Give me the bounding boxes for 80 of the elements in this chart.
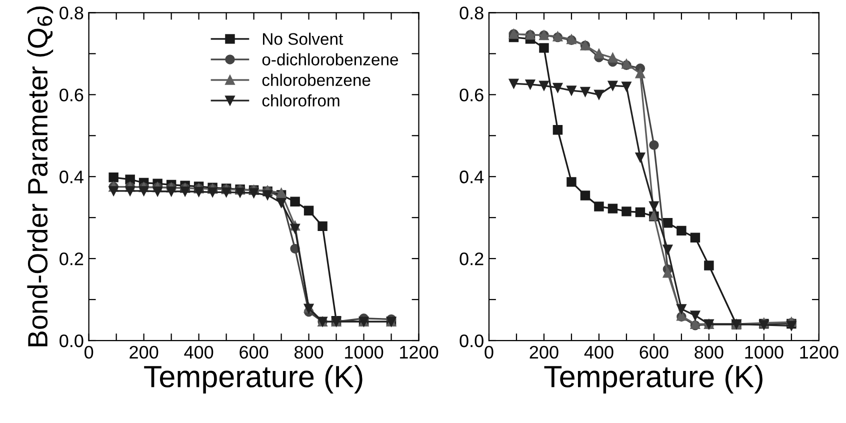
point: [125, 186, 135, 196]
x-tick-label: 600: [640, 346, 668, 359]
legend-label: chlorobenzene: [262, 74, 370, 86]
point: [276, 198, 286, 208]
point: [235, 188, 245, 198]
point: [539, 80, 549, 90]
y-tick-label: 0.8: [60, 6, 84, 20]
point: [649, 140, 659, 150]
point: [635, 152, 646, 162]
point: [166, 186, 176, 196]
y-tick-label: 0.2: [460, 252, 484, 266]
point: [594, 48, 604, 59]
point: [304, 206, 314, 216]
point: [676, 304, 686, 314]
point: [290, 224, 300, 234]
point: [635, 207, 646, 218]
point: [580, 190, 590, 200]
y-tick-label: 0.2: [60, 252, 84, 266]
y-tick-label: 0.6: [60, 88, 84, 102]
legend-label: No Solvent: [263, 32, 344, 45]
point: [248, 188, 259, 198]
point: [594, 202, 604, 212]
point: [622, 206, 632, 216]
x-tick-label: 600: [240, 346, 268, 359]
point: [194, 186, 204, 197]
point: [508, 78, 519, 88]
x-tick-label: 1200: [400, 346, 438, 359]
point: [108, 172, 118, 182]
x-tick-label: 800: [294, 346, 324, 359]
point: [525, 80, 536, 90]
point: [566, 177, 576, 187]
x-tick-label: 0: [484, 346, 494, 359]
point: [108, 186, 118, 196]
point: [635, 68, 646, 78]
x-tick-label: 1000: [345, 346, 384, 359]
x-tick-label: 1000: [745, 346, 784, 359]
x-tick-label: 800: [694, 346, 724, 359]
point: [290, 196, 300, 206]
x-axis-title: Temperature (K): [544, 364, 762, 394]
point: [662, 218, 673, 228]
point: [676, 226, 686, 236]
y-tick-label: 0.0: [460, 334, 484, 348]
point: [608, 80, 618, 90]
x-axis-title: Temperature (K): [144, 364, 362, 394]
point: [594, 90, 604, 100]
x-tick-label: 1200: [800, 346, 838, 359]
y-tick-label: 0.8: [460, 6, 484, 20]
y-axis-title: Bond-Order Parameter (Q$_{6}$): [27, 6, 54, 346]
point: [580, 86, 590, 97]
legend-label: o-dichlorobenzene: [262, 53, 398, 66]
point: [566, 86, 576, 96]
point: [649, 201, 659, 211]
point: [539, 43, 549, 53]
legend-label: chlorofrom: [262, 94, 340, 107]
point: [690, 310, 700, 320]
y-tick-label: 0.4: [460, 170, 484, 184]
y-tick-label: 0.0: [60, 334, 84, 348]
point: [318, 221, 328, 232]
x-tick-label: 0: [84, 346, 94, 359]
point: [608, 204, 618, 214]
point: [662, 244, 673, 254]
point: [704, 260, 714, 270]
y-tick-label: 0.4: [60, 170, 84, 184]
point: [208, 187, 218, 198]
x-tick-label: 400: [184, 346, 214, 359]
point: [552, 82, 563, 93]
point: [138, 186, 149, 196]
point: [622, 82, 632, 92]
point: [552, 125, 563, 135]
point: [662, 268, 673, 278]
y-tick-label: 0.6: [460, 88, 484, 102]
x-tick-label: 200: [530, 346, 558, 359]
point: [690, 232, 700, 243]
x-tick-label: 400: [584, 346, 614, 359]
point: [608, 52, 618, 63]
point: [152, 186, 162, 196]
point: [262, 190, 272, 200]
point: [221, 187, 232, 198]
point: [180, 186, 190, 196]
x-tick-label: 200: [130, 346, 158, 359]
